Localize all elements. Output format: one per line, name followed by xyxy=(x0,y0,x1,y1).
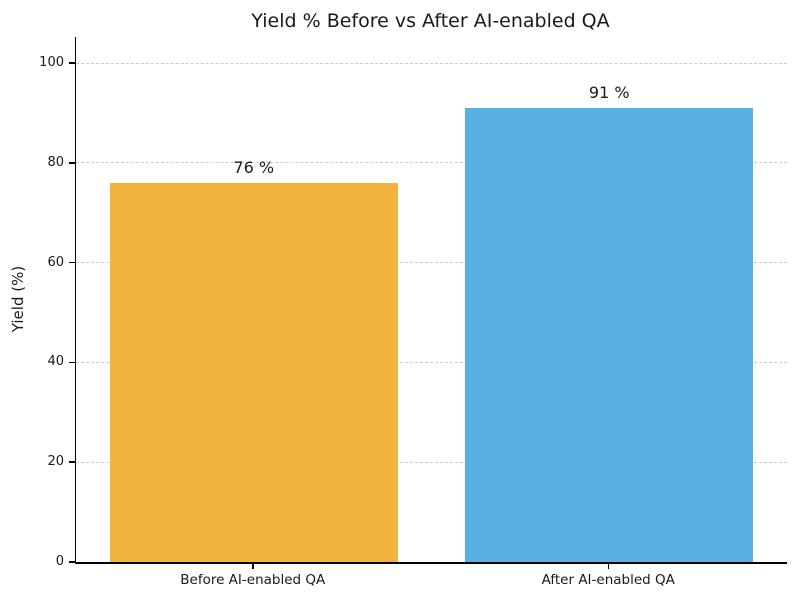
bar-value-label: 76 % xyxy=(233,157,275,177)
y-tick-label: 20 xyxy=(47,454,64,470)
bar-1 xyxy=(109,182,398,562)
x-tick-label: After AI-enabled QA xyxy=(541,572,675,588)
chart-title: Yield % Before vs After AI-enabled QA xyxy=(251,10,610,32)
bar-2 xyxy=(465,107,754,562)
gridline xyxy=(76,461,787,463)
y-tick-label: 80 xyxy=(47,154,64,170)
gridline xyxy=(76,162,787,164)
bar-value-label: 91 % xyxy=(588,82,630,102)
y-tick xyxy=(69,461,75,463)
x-tick xyxy=(607,563,609,569)
y-tick xyxy=(69,561,75,563)
y-tick xyxy=(69,62,75,64)
x-tick-label: Before AI-enabled QA xyxy=(180,572,326,588)
y-tick-label: 0 xyxy=(55,554,64,569)
gridline xyxy=(76,62,787,64)
y-tick-label: 100 xyxy=(39,55,64,70)
y-tick xyxy=(69,361,75,364)
y-tick xyxy=(69,261,75,264)
plot-area: 76 % 91 % xyxy=(75,37,787,564)
y-tick-label: 40 xyxy=(47,354,64,370)
y-tick-label: 60 xyxy=(47,254,64,270)
gridline xyxy=(76,262,787,264)
gridline xyxy=(76,361,787,363)
y-tick xyxy=(69,162,75,164)
x-tick xyxy=(252,563,254,569)
